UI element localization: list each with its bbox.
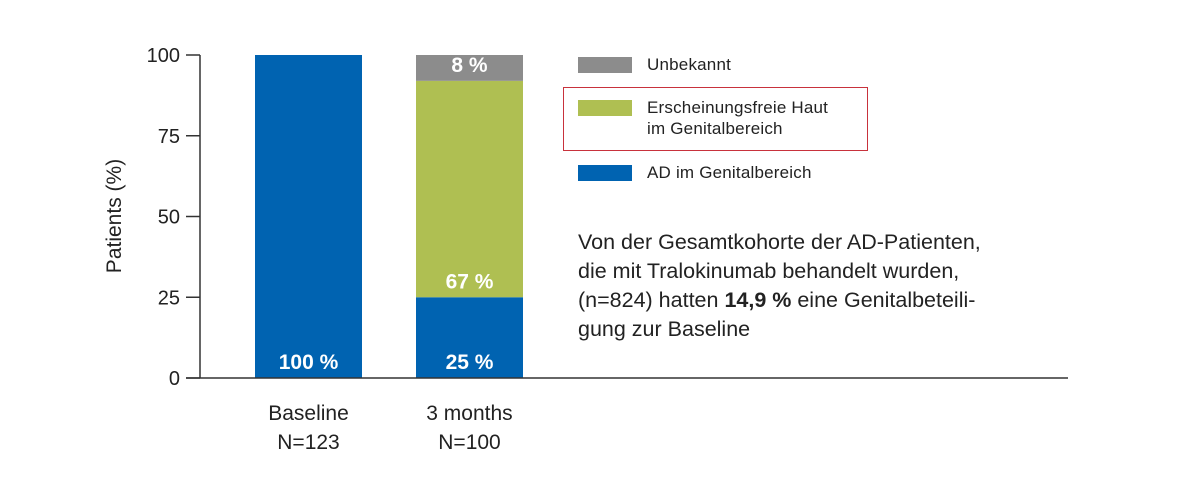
bar-segment [255,55,362,378]
bar-segment [416,55,523,81]
bar-segment [416,297,523,378]
y-tick-label: 75 [158,126,180,148]
y-axis-title: Patients (%) [103,159,126,273]
cohort-note: Von der Gesamtkohorte der AD-Patienten, … [578,230,981,341]
legend-item-unbekannt: Unbekannt [578,54,731,75]
bar-value-label: 25 % [446,351,494,374]
bars: 100 % 25 % 67 % 8 % [255,54,523,378]
y-axis: 0 25 50 75 100 [147,45,201,390]
legend-highlight-box [563,87,868,151]
y-tick-label: 0 [169,368,180,390]
bar-segment [416,80,523,298]
legend-swatch-gray [578,57,632,73]
legend-swatch-blue [578,165,632,181]
bar-value-label: 100 % [279,351,339,374]
x-category-label: 3 months [426,402,512,425]
y-tick-label: 100 [147,45,180,67]
legend-item-erscheinungsfreie-haut: Erscheinungsfreie Haut im Genitalbereich [578,97,828,139]
legend-label: Erscheinungsfreie Haut im Genitalbereich [647,98,829,138]
x-category-n-label: N=123 [277,431,339,454]
legend-label: AD im Genitalbereich [647,163,812,182]
x-category-label: Baseline [268,402,349,425]
x-category-n-label: N=100 [438,431,500,454]
x-axis: Baseline N=123 3 months N=100 [186,377,1068,454]
bar-value-label: 8 % [451,54,488,77]
highlight-percentage: 14,9 % [724,288,792,312]
y-tick-label: 25 [158,287,180,309]
legend-swatch-green [578,100,632,116]
legend-label: Unbekannt [647,55,732,74]
legend-item-ad-im-genitalbereich: AD im Genitalbereich [578,162,812,183]
bar-value-label: 67 % [446,270,494,293]
y-tick-label: 50 [158,207,180,229]
